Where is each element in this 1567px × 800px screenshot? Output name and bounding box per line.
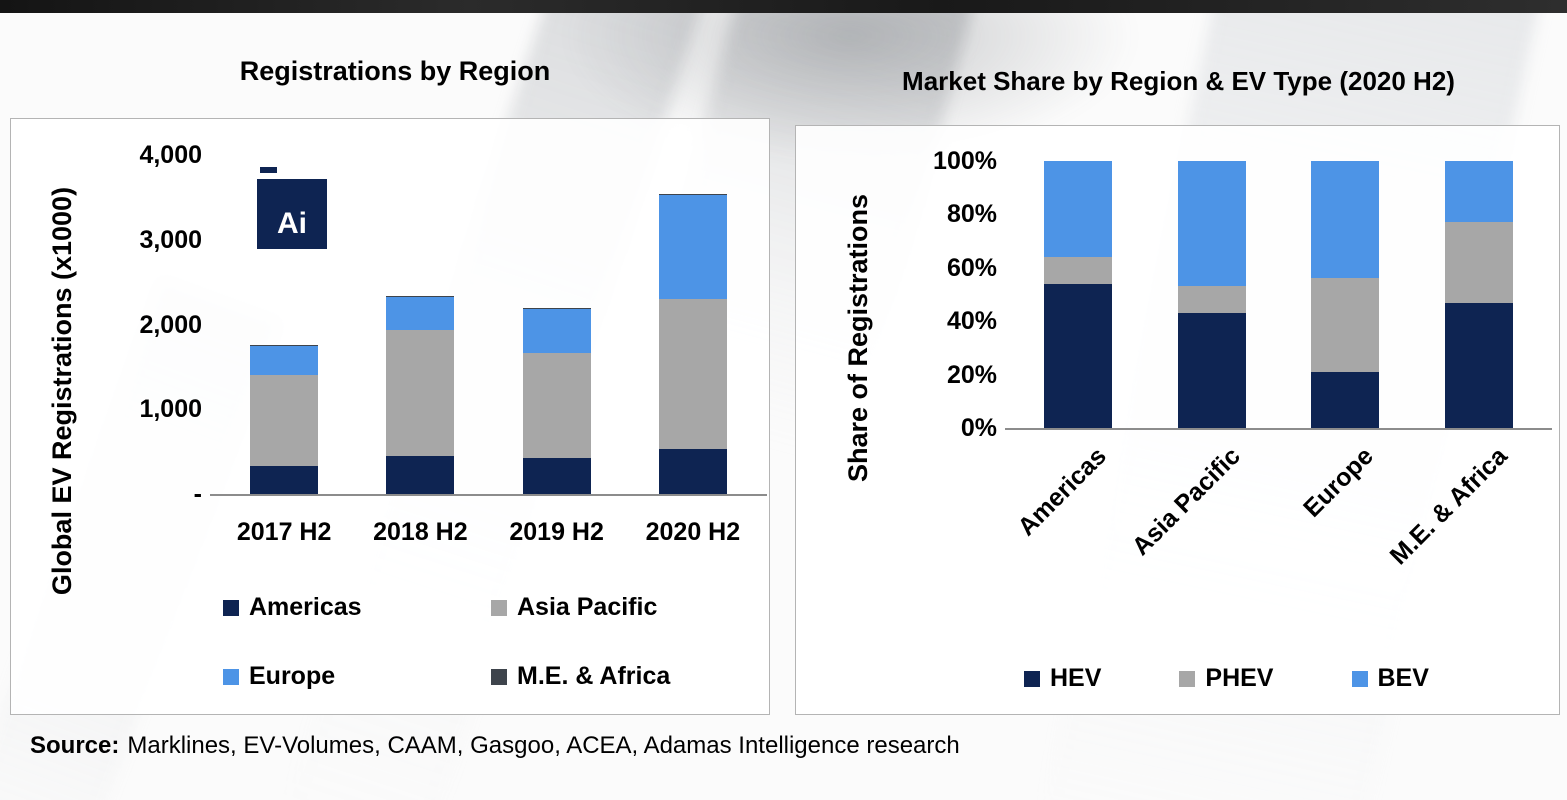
bar-segment-asia-pacific: [522, 353, 591, 459]
right-y-axis-title: Share of Registrations: [843, 193, 873, 483]
bar-segment-europe: [386, 296, 455, 331]
bar-segment-phev: [1043, 257, 1112, 284]
logo-square: Ai: [257, 179, 327, 249]
legend-swatch: [223, 668, 239, 685]
right-chart-title: Market Share by Region & EV Type (2020 H…: [902, 66, 1455, 96]
x-axis-line: [1005, 428, 1552, 430]
bar-segment-bev: [1043, 161, 1112, 258]
legend-swatch: [1351, 670, 1368, 687]
source-label: Source:: [30, 732, 120, 759]
legend-item-hev: HEV: [1024, 664, 1101, 693]
bar-segment-europe: [658, 194, 727, 300]
y-axis-tick-label: -: [193, 480, 202, 508]
bar-segment-hev: [1311, 371, 1380, 428]
legend-item-americas: Americas: [223, 593, 491, 622]
legend-swatch: [491, 668, 507, 685]
legend-swatch: [491, 599, 507, 616]
adamas-intelligence-logo: Ai: [257, 167, 327, 249]
registrations-chart-panel: Global EV Registrations (x1000) Ai Ameri…: [10, 118, 770, 715]
bar-segment-hev: [1445, 302, 1514, 428]
bar-segment-hev: [1043, 283, 1112, 428]
y-axis-tick-label: 20%: [946, 360, 997, 389]
bar-segment-americas: [522, 458, 591, 494]
market-share-legend: HEV PHEV BEV: [1024, 664, 1429, 693]
y-axis-tick-label: 2,000: [139, 310, 202, 339]
x-category-label: 2018 H2: [373, 518, 468, 546]
legend-label: M.E. & Africa: [517, 662, 671, 690]
bar-segment-americas: [250, 466, 319, 494]
bar-segment-m-e-africa: [522, 307, 591, 309]
x-category-label: 2017 H2: [236, 518, 332, 546]
bar-segment-phev: [1445, 222, 1514, 303]
bar-segment-americas: [386, 455, 455, 494]
bar-segment-asia-pacific: [250, 375, 319, 467]
legend-item-asia-pacific: Asia Pacific: [491, 593, 743, 622]
x-category-label: 2020 H2: [645, 518, 741, 546]
y-axis-tick-label: 3,000: [139, 225, 202, 254]
legend-label: PHEV: [1205, 664, 1274, 692]
y-axis-tick-label: 40%: [946, 307, 997, 336]
top-dark-strip: [0, 0, 1567, 13]
legend-swatch: [1024, 670, 1040, 687]
bar-segment-europe: [250, 345, 319, 376]
bar-segment-phev: [1311, 278, 1380, 372]
legend-swatch: [223, 599, 239, 616]
legend-item-bev: BEV: [1351, 664, 1429, 693]
legend-item-phev: PHEV: [1179, 664, 1274, 693]
bar-segment-bev: [1311, 161, 1380, 279]
bar-segment-asia-pacific: [386, 330, 455, 456]
bar-segment-bev: [1445, 161, 1514, 223]
legend-label: HEV: [1050, 664, 1102, 692]
legend-label: Asia Pacific: [517, 593, 658, 621]
source-text: Marklines, EV-Volumes, CAAM, Gasgoo, ACE…: [127, 732, 960, 759]
logo-text: Ai: [277, 207, 307, 240]
source-line: Source: Marklines, EV-Volumes, CAAM, Gasg…: [30, 732, 960, 760]
y-axis-tick-label: 4,000: [139, 141, 202, 169]
legend-item-europe: Europe: [223, 662, 491, 691]
bar-segment-phev: [1177, 286, 1246, 314]
logo-dash: [260, 167, 277, 173]
bar-segment-americas: [658, 449, 727, 494]
y-axis-tick-label: 100%: [933, 147, 997, 175]
legend-swatch: [1179, 670, 1196, 687]
market-share-chart-panel: Share of Registrations HEV PHEV BEV 100% 80…: [795, 125, 1560, 715]
left-chart-title: Registrations by Region: [239, 56, 551, 86]
x-axis-line: [210, 494, 767, 496]
y-axis-tick-label: 1,000: [139, 395, 202, 424]
x-category-label: 2019 H2: [509, 518, 604, 546]
legend-label: Europe: [249, 662, 336, 690]
legend-label: Americas: [249, 593, 362, 621]
y-axis-tick-label: 60%: [946, 253, 997, 282]
left-y-axis-title: Global EV Registrations (x1000): [47, 186, 77, 596]
registrations-legend: Americas Asia Pacific Europe M.E. & Africa: [223, 593, 743, 691]
bar-segment-hev: [1177, 313, 1246, 428]
bar-segment-asia-pacific: [658, 299, 727, 450]
y-axis-tick-label: 80%: [946, 200, 997, 229]
bar-segment-bev: [1177, 161, 1246, 287]
legend-item-m-e-africa: M.E. & Africa: [491, 662, 743, 691]
legend-label: BEV: [1377, 664, 1429, 692]
bar-segment-europe: [522, 308, 591, 354]
bar-segment-m-e-africa: [658, 194, 727, 195]
y-axis-tick-label: 0%: [960, 414, 997, 442]
